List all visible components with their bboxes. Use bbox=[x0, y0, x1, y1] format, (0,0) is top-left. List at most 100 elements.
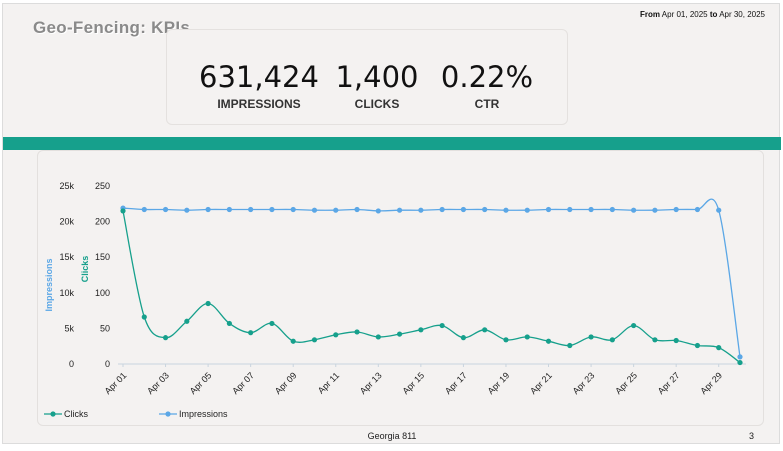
impressions-point bbox=[545, 206, 552, 213]
kpi-clicks: 1,400 CLICKS bbox=[332, 60, 422, 111]
impressions-point bbox=[269, 206, 275, 213]
clicks-point bbox=[609, 337, 615, 343]
x-tick-label: Apr 01 bbox=[103, 370, 129, 396]
clicks-point bbox=[375, 334, 381, 340]
clicks-point bbox=[184, 318, 190, 324]
chart-series bbox=[120, 198, 743, 366]
y-left-tick-label: 25k bbox=[59, 181, 74, 191]
y-axis-right: 0 50 100 150 200 250 Clicks bbox=[80, 181, 110, 369]
impressions-line bbox=[122, 198, 741, 357]
y-left-tick-label: 5k bbox=[64, 323, 74, 333]
clicks-point bbox=[354, 329, 360, 335]
impressions-point bbox=[482, 206, 488, 213]
clicks-point bbox=[694, 342, 701, 349]
kpi-ctr: 0.22% CTR bbox=[435, 60, 539, 111]
line-chart: 0 5k 10k 15k 20k 25k Impressions 0 50 100 150 200 2… bbox=[44, 181, 746, 419]
impressions-point bbox=[354, 206, 360, 213]
y-axis-left: 0 5k 10k 15k 20k 25k Impressions bbox=[44, 181, 74, 369]
x-tick-label: Apr 03 bbox=[145, 370, 171, 396]
y-right-axis-title: Clicks bbox=[80, 256, 90, 283]
y-left-tick-label: 10k bbox=[59, 288, 74, 298]
impressions-point bbox=[631, 207, 637, 213]
impressions-point bbox=[716, 207, 722, 213]
impressions-point bbox=[694, 206, 701, 213]
x-tick-label: Apr 21 bbox=[528, 370, 554, 396]
y-right-tick-label: 150 bbox=[95, 252, 110, 262]
clicks-point bbox=[226, 320, 232, 327]
clicks-point bbox=[482, 327, 488, 333]
impressions-point bbox=[588, 206, 594, 213]
x-tick-label: Apr 07 bbox=[230, 370, 256, 396]
y-right-tick-label: 200 bbox=[95, 217, 110, 227]
kpi-ctr-label: CTR bbox=[474, 97, 500, 111]
date-to: Apr 30, 2025 bbox=[719, 10, 765, 19]
chart-card: 0 5k 10k 15k 20k 25k Impressions 0 50 100 150 200 2… bbox=[37, 150, 764, 426]
legend-swatch-point bbox=[165, 411, 171, 417]
y-right-tick-label: 250 bbox=[95, 181, 110, 191]
y-left-axis-title: Impressions bbox=[44, 258, 54, 311]
clicks-point bbox=[396, 331, 403, 337]
clicks-point bbox=[248, 330, 254, 336]
clicks-point bbox=[716, 345, 722, 351]
impressions-point bbox=[737, 354, 743, 360]
impressions-point bbox=[418, 207, 424, 213]
impressions-point bbox=[184, 207, 190, 213]
kpi-card: 631,424 IMPRESSIONS 1,400 CLICKS 0.22% C… bbox=[166, 29, 568, 125]
kpi-clicks-value: 1,400 bbox=[335, 60, 419, 94]
clicks-point bbox=[673, 337, 679, 344]
clicks-line bbox=[122, 210, 741, 364]
date-from: Apr 01, 2025 bbox=[661, 10, 708, 19]
clicks-point bbox=[290, 338, 296, 344]
impressions-point bbox=[652, 207, 658, 213]
y-right-tick-label: 50 bbox=[100, 323, 110, 333]
clicks-point bbox=[631, 322, 637, 329]
impressions-point bbox=[205, 206, 211, 213]
impressions-point bbox=[141, 206, 147, 213]
impressions-point bbox=[226, 206, 232, 213]
x-tick-label: Apr 15 bbox=[400, 370, 426, 396]
clicks-point bbox=[162, 335, 169, 341]
impressions-point bbox=[524, 207, 530, 213]
clicks-point bbox=[418, 327, 424, 333]
slide: Geo-Fencing: KPIs From Apr 01, 2025 to A… bbox=[2, 3, 781, 444]
y-right-tick-label: 100 bbox=[95, 288, 110, 298]
x-tick-label: Apr 25 bbox=[613, 370, 639, 396]
x-tick-label: Apr 27 bbox=[656, 370, 682, 396]
y-right-tick-label: 0 bbox=[105, 359, 110, 369]
impressions-point bbox=[460, 206, 467, 213]
kpi-impressions-value: 631,424 bbox=[199, 60, 319, 94]
x-tick-label: Apr 09 bbox=[273, 370, 299, 396]
page-title: Geo-Fencing: KPIs bbox=[33, 18, 191, 37]
kpi-clicks-label: CLICKS bbox=[354, 97, 400, 111]
clicks-point bbox=[141, 314, 147, 320]
impressions-point bbox=[333, 207, 339, 213]
impressions-point bbox=[609, 206, 615, 213]
date-to-label: to bbox=[709, 10, 718, 19]
impressions-point bbox=[311, 207, 318, 213]
y-left-tick-label: 15k bbox=[59, 252, 74, 262]
impressions-point bbox=[162, 206, 169, 213]
x-tick-label: Apr 13 bbox=[358, 370, 384, 396]
clicks-point bbox=[588, 334, 594, 340]
legend-swatch-point bbox=[50, 411, 56, 417]
impressions-point bbox=[248, 206, 254, 213]
clicks-point bbox=[503, 337, 509, 343]
impressions-point bbox=[375, 208, 381, 214]
clicks-point bbox=[120, 208, 126, 214]
clicks-point bbox=[460, 335, 467, 341]
y-left-tick-label: 0 bbox=[69, 359, 74, 369]
y-left-tick-label: 20k bbox=[59, 217, 74, 227]
clicks-point bbox=[737, 359, 743, 366]
impressions-point bbox=[396, 207, 403, 213]
x-tick-label: Apr 05 bbox=[188, 370, 214, 396]
clicks-point bbox=[205, 300, 211, 307]
date-from-label: From bbox=[640, 10, 661, 19]
impressions-point bbox=[439, 206, 445, 213]
footer-text: Georgia 811 bbox=[367, 431, 417, 441]
clicks-point bbox=[652, 337, 658, 343]
date-range: From Apr 01, 2025 to Apr 30, 2025 bbox=[640, 10, 765, 19]
impressions-point bbox=[503, 207, 509, 213]
kpi-impressions: 631,424 IMPRESSIONS bbox=[194, 60, 324, 111]
impressions-point bbox=[290, 206, 296, 213]
clicks-point bbox=[545, 338, 552, 344]
